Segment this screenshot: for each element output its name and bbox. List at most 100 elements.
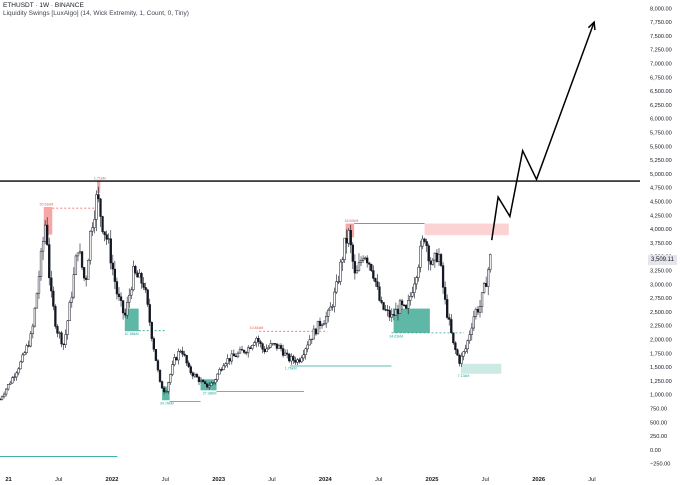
candle — [283, 349, 287, 356]
candle — [245, 351, 248, 356]
y-tick-label: 500.00 — [650, 420, 667, 426]
y-tick-label: 7,500.00 — [650, 34, 672, 40]
candle — [255, 336, 258, 348]
label-lo-2022c: 27.38kM — [203, 392, 217, 396]
candle — [320, 323, 324, 329]
candle — [300, 355, 303, 363]
label-lo-2025: 7.13kM — [458, 374, 470, 378]
candle — [43, 220, 47, 245]
candle-body — [60, 332, 63, 345]
candle — [46, 217, 49, 246]
zone-swing-low-2022b — [162, 386, 170, 401]
candle-body — [259, 341, 262, 344]
candle — [347, 228, 350, 247]
candle — [343, 237, 346, 263]
zone-labels: 20.51kM 1.71kM 10.81kM 18.82kM 67.88kM 34.76k… — [39, 176, 469, 405]
candle — [325, 311, 328, 328]
candle-body — [396, 309, 400, 314]
candle — [249, 345, 252, 350]
candle — [437, 248, 441, 266]
candle — [66, 319, 69, 340]
candle — [93, 210, 96, 234]
candle — [273, 343, 277, 346]
candle — [68, 300, 71, 322]
candle — [17, 367, 20, 376]
candle — [413, 276, 416, 299]
candle — [56, 324, 59, 338]
y-tick-label: 5,500.00 — [650, 144, 672, 150]
candle-body — [66, 320, 69, 335]
candle — [134, 264, 137, 275]
candle-body — [370, 264, 373, 271]
candle-body — [27, 345, 30, 347]
candle — [5, 388, 8, 397]
candle-body — [292, 356, 295, 361]
candle-body — [335, 281, 338, 293]
candle-body — [333, 291, 336, 307]
candle — [331, 304, 334, 311]
candle — [228, 358, 231, 365]
candle-body — [337, 281, 340, 283]
y-tick-label: 0.00 — [650, 448, 661, 454]
candle — [123, 308, 127, 318]
candle — [409, 292, 412, 306]
candle — [76, 252, 80, 262]
candle — [60, 330, 63, 348]
candle-body — [203, 381, 207, 384]
candle — [37, 270, 41, 299]
candle — [456, 348, 459, 356]
zone-swing-high-2021a — [43, 207, 53, 235]
candle-body — [70, 296, 73, 303]
label-lo-2022a: 67.88kM — [125, 332, 139, 336]
candle-body — [279, 345, 283, 349]
candle — [253, 340, 256, 346]
candle-body — [341, 259, 344, 263]
candle-body — [97, 194, 100, 200]
candle-body — [441, 265, 445, 288]
candle — [476, 305, 480, 316]
candle — [257, 335, 260, 347]
candle-body — [144, 287, 147, 291]
candle — [95, 190, 98, 232]
candle — [281, 344, 285, 358]
candle — [175, 356, 178, 361]
candle — [269, 339, 272, 349]
candle — [224, 362, 227, 368]
y-tick-label: 750.00 — [650, 407, 667, 413]
x-tick-label: 2026 — [532, 477, 546, 483]
candle — [185, 354, 188, 367]
candle-body — [105, 234, 108, 240]
candle — [23, 351, 26, 356]
candle-body — [378, 286, 381, 301]
candle — [165, 389, 168, 393]
candle — [460, 352, 463, 367]
candle-body — [91, 227, 94, 232]
candle-body — [281, 348, 285, 356]
candle-body — [413, 283, 416, 293]
liquidity-zones — [43, 181, 509, 401]
candle-body — [322, 322, 326, 326]
indicator-legend[interactable]: Liquidity Swings [LuxAlgo] (14, Wick Ext… — [3, 10, 189, 17]
candle — [431, 258, 434, 266]
candle — [398, 298, 402, 315]
candle-body — [480, 292, 484, 307]
candles — [0, 186, 492, 401]
candle-body — [230, 353, 233, 362]
candle-body — [331, 306, 334, 308]
candle — [167, 381, 170, 394]
candle-body — [298, 359, 301, 363]
candle-body — [353, 261, 357, 274]
candle-body — [415, 277, 418, 285]
candle — [212, 382, 215, 385]
candle-body — [245, 352, 248, 354]
candle-body — [347, 230, 350, 244]
candle — [267, 345, 270, 350]
candle — [203, 380, 207, 385]
candle-body — [384, 309, 387, 311]
candle-body — [56, 326, 59, 334]
candle — [446, 294, 449, 320]
candle-body — [464, 348, 467, 353]
candle-body — [312, 328, 315, 340]
candle — [7, 384, 10, 391]
